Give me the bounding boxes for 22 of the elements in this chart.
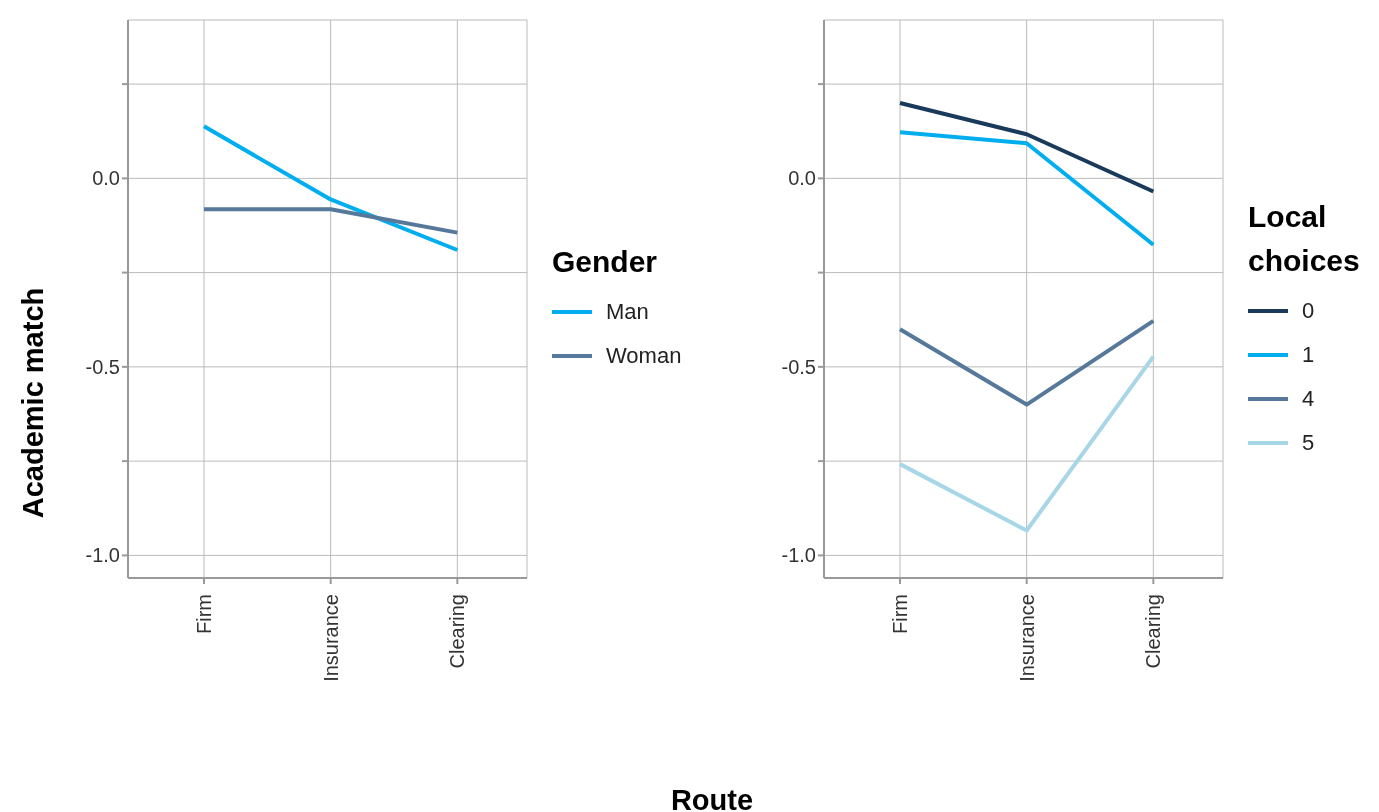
legend-label: 0 bbox=[1302, 298, 1315, 324]
x-tick-label: Firm bbox=[193, 594, 215, 634]
y-tick-label: -1.0 bbox=[85, 544, 120, 567]
y-axis-title: Academic match bbox=[16, 287, 50, 519]
x-tick-label: Insurance bbox=[1015, 594, 1038, 682]
y-tick-label: 0.0 bbox=[92, 167, 120, 190]
legend-label: 5 bbox=[1302, 430, 1315, 456]
x-tick-label: Firm bbox=[889, 594, 911, 634]
y-tick-label: -0.5 bbox=[781, 355, 816, 378]
x-tick-label: Insurance bbox=[319, 594, 342, 682]
y-tick-label: -1.0 bbox=[781, 544, 816, 567]
x-tick-label: Clearing bbox=[1142, 594, 1165, 669]
legend-label: 1 bbox=[1302, 342, 1315, 368]
x-tick-label: Clearing bbox=[446, 594, 469, 669]
x-axis-title: Route bbox=[670, 783, 754, 812]
legend-title: Local choices bbox=[1248, 199, 1361, 279]
legend-title: Gender bbox=[552, 244, 659, 280]
legend-label: 4 bbox=[1302, 386, 1315, 412]
y-tick-label: -0.5 bbox=[85, 355, 120, 378]
y-tick-label: 0.0 bbox=[788, 167, 816, 190]
legend-label: Man bbox=[606, 299, 649, 325]
legend-label: Woman bbox=[606, 343, 682, 369]
